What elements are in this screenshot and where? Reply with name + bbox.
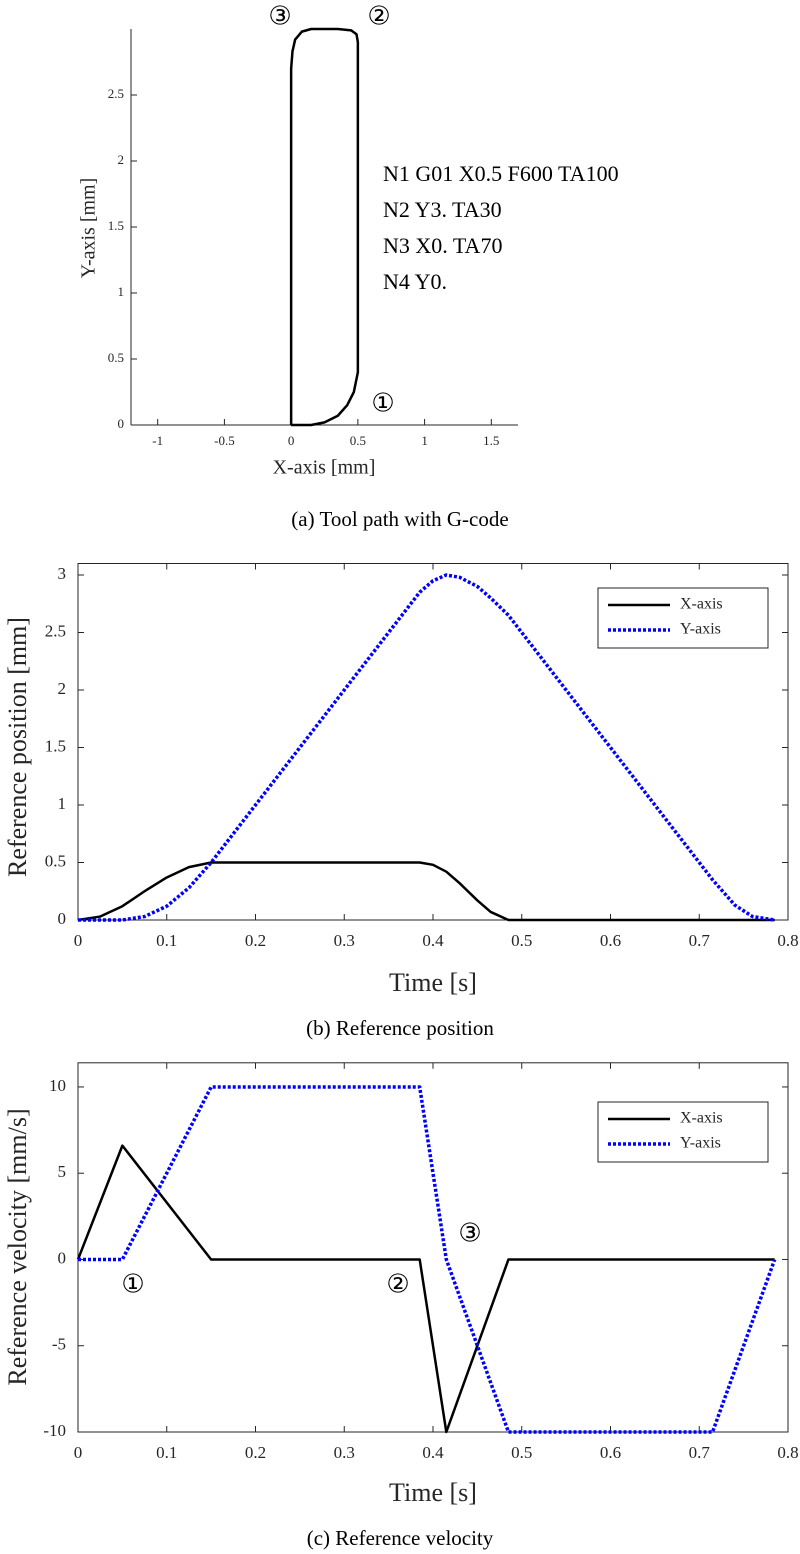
x-tick-label: 0.8: [777, 931, 798, 950]
x-tick-label: 0.6: [600, 931, 621, 950]
legend-label: X-axis: [680, 1110, 723, 1127]
x-tick-label: 0.7: [689, 1443, 711, 1462]
y-tick-label: -5: [52, 1335, 66, 1354]
x-tick-label: 0.2: [245, 931, 266, 950]
x-tick-label: 0: [74, 1443, 83, 1462]
x-tick-label: 0.5: [511, 931, 532, 950]
y-axis-label: Reference velocity [mm/s]: [3, 1108, 32, 1385]
y-tick-label: 0: [58, 1248, 67, 1267]
x-tick-label: 0: [288, 433, 295, 448]
series-line: [78, 573, 775, 922]
y-tick-label: 0.5: [45, 851, 66, 870]
x-tick-label: 0.4: [422, 931, 444, 950]
x-tick-label: 0.6: [600, 1443, 621, 1462]
x-tick-label: 0.1: [156, 1443, 177, 1462]
x-tick-label: 0: [74, 931, 83, 950]
x-tick-label: 0.3: [334, 931, 355, 950]
y-tick-label: 1.5: [45, 736, 66, 755]
gcode-line: N3 X0. TA70: [383, 233, 502, 258]
y-tick-label: 0: [118, 416, 125, 431]
legend-box: [597, 587, 769, 649]
y-tick-label: 2.5: [108, 86, 124, 101]
x-tick-label: 0.5: [511, 1443, 532, 1462]
series-line: [77, 861, 775, 922]
y-tick-label: 10: [49, 1076, 66, 1095]
annotation: ①: [121, 1270, 144, 1300]
x-tick-label: 0.2: [245, 1443, 266, 1462]
y-tick-label: -10: [43, 1421, 66, 1440]
y-tick-label: 0.5: [108, 350, 124, 365]
y-tick-label: 3: [58, 564, 67, 583]
legend-box: [597, 1101, 769, 1163]
legend-label: Y-axis: [680, 621, 721, 638]
legend-label: X-axis: [680, 596, 723, 613]
y-tick-label: 2: [118, 152, 125, 167]
x-axis-label: X-axis [mm]: [273, 457, 376, 479]
annotation: ③: [268, 2, 291, 32]
y-tick-label: 5: [58, 1162, 67, 1181]
x-tick-label: 0.5: [350, 433, 366, 448]
y-tick-label: 2: [58, 679, 67, 698]
y-tick-label: 1: [118, 284, 125, 299]
x-tick-label: 0.1: [156, 931, 177, 950]
annotation: ③: [458, 1219, 481, 1249]
x-tick-label: 0.8: [777, 1443, 798, 1462]
x-tick-label: 0.4: [422, 1443, 444, 1462]
annotation: ①: [371, 389, 394, 419]
x-tick-label: -1: [152, 433, 163, 448]
annotation: ②: [386, 1270, 409, 1300]
y-axis-label: Reference position [mm]: [3, 617, 32, 877]
y-tick-label: 1: [58, 794, 67, 813]
gcode-line: N2 Y3. TA30: [383, 197, 502, 222]
series-line: [289, 27, 360, 427]
y-tick-label: 1.5: [108, 218, 124, 233]
y-axis-label: Y-axis [mm]: [78, 178, 100, 279]
legend-label: Y-axis: [680, 1135, 721, 1152]
x-tick-label: 1: [421, 433, 428, 448]
x-axis-label: Time [s]: [389, 968, 477, 997]
annotation: ②: [367, 2, 390, 32]
series-line: [78, 1085, 777, 1434]
y-tick-label: 2.5: [45, 621, 66, 640]
gcode-line: N4 Y0.: [383, 269, 447, 294]
x-tick-label: 0.3: [334, 1443, 355, 1462]
x-tick-label: 1.5: [483, 433, 499, 448]
caption: (c) Reference velocity: [307, 1526, 494, 1550]
caption: (b) Reference position: [306, 1016, 494, 1040]
x-tick-label: 0.7: [689, 931, 711, 950]
gcode-line: N1 G01 X0.5 F600 TA100: [383, 161, 619, 186]
x-axis-label: Time [s]: [389, 1478, 477, 1507]
y-tick-label: 0: [58, 909, 67, 928]
caption: (a) Tool path with G-code: [291, 507, 508, 531]
series-line: [76, 1144, 775, 1434]
x-tick-label: -0.5: [214, 433, 235, 448]
